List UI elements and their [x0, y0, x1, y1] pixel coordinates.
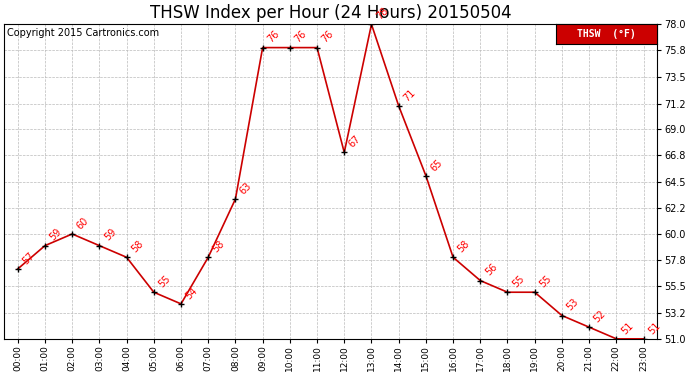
Text: 59: 59: [48, 227, 63, 243]
Text: 63: 63: [238, 180, 254, 196]
Text: 52: 52: [592, 309, 608, 324]
Text: 55: 55: [157, 273, 172, 290]
Text: 76: 76: [266, 29, 282, 45]
Text: 55: 55: [511, 273, 526, 290]
Text: 51: 51: [619, 320, 635, 336]
Text: 54: 54: [184, 285, 199, 301]
Text: 57: 57: [21, 250, 37, 266]
Text: 67: 67: [347, 134, 363, 150]
Text: 71: 71: [402, 87, 417, 103]
Text: 51: 51: [647, 320, 662, 336]
Text: 65: 65: [428, 157, 444, 173]
Text: 76: 76: [320, 29, 335, 45]
Text: 56: 56: [483, 262, 499, 278]
Text: 60: 60: [75, 216, 90, 231]
Text: 78: 78: [374, 6, 390, 21]
Text: 53: 53: [564, 297, 580, 313]
Text: 55: 55: [538, 273, 553, 290]
Text: 58: 58: [211, 238, 227, 255]
Text: 76: 76: [293, 29, 308, 45]
Title: THSW Index per Hour (24 Hours) 20150504: THSW Index per Hour (24 Hours) 20150504: [150, 4, 511, 22]
Text: 59: 59: [102, 227, 118, 243]
Text: 58: 58: [456, 238, 472, 255]
Text: 58: 58: [130, 238, 145, 255]
Text: Copyright 2015 Cartronics.com: Copyright 2015 Cartronics.com: [8, 28, 159, 39]
